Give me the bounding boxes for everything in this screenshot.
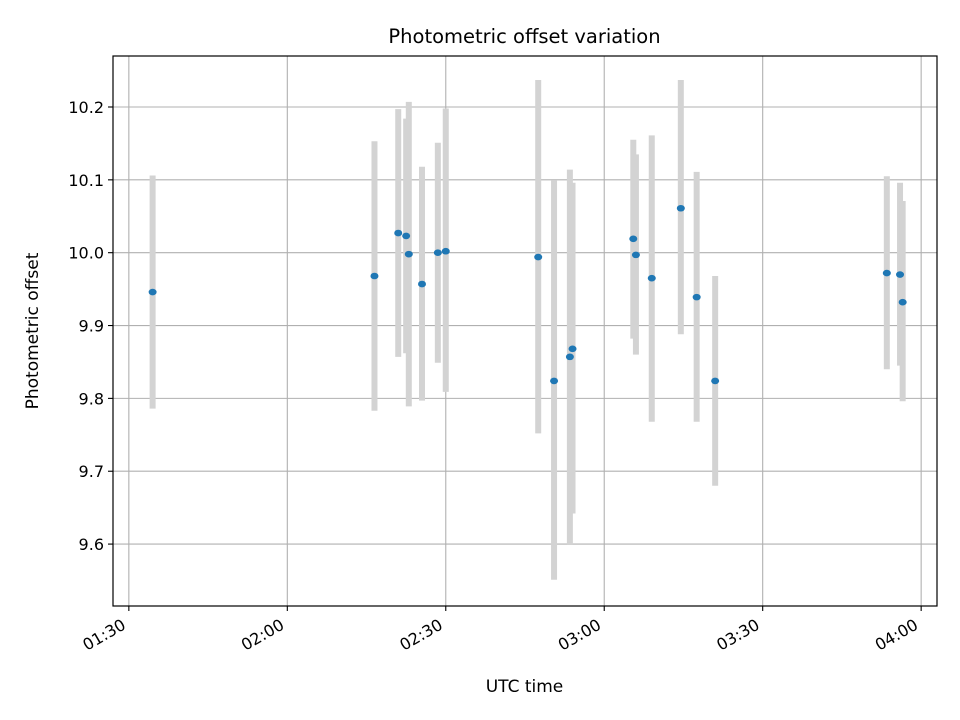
data-point	[629, 235, 638, 243]
data-point	[148, 288, 157, 296]
x-axis-label: UTC time	[486, 677, 564, 697]
data-point	[404, 250, 413, 258]
chart-title: Photometric offset variation	[388, 25, 660, 48]
data-points	[148, 204, 907, 385]
y-tick-label: 9.9	[79, 317, 104, 336]
data-point	[370, 272, 379, 280]
plot-frame	[112, 55, 938, 607]
data-point	[898, 298, 907, 306]
data-point	[692, 293, 701, 301]
data-point	[882, 269, 891, 277]
y-axis-label: Photometric offset	[23, 252, 43, 409]
data-point	[433, 249, 442, 256]
data-point	[568, 345, 577, 353]
data-point	[394, 229, 403, 237]
data-point	[402, 232, 411, 240]
grid-lines	[113, 56, 937, 606]
y-tick-label: 10.2	[68, 98, 104, 117]
data-point	[711, 377, 720, 385]
data-point	[565, 353, 574, 361]
data-point	[647, 274, 656, 282]
data-point	[550, 377, 559, 385]
y-tick-label: 10.0	[68, 244, 104, 263]
y-tick-label: 10.1	[68, 171, 104, 190]
y-tick-label: 9.8	[79, 389, 104, 408]
data-point	[441, 247, 450, 255]
data-point	[534, 253, 543, 261]
data-point	[896, 271, 905, 278]
data-point	[418, 280, 426, 288]
y-tick-label: 9.6	[79, 535, 104, 554]
y-tick-label: 9.7	[79, 462, 104, 481]
data-point	[676, 204, 685, 212]
data-point	[631, 251, 640, 259]
